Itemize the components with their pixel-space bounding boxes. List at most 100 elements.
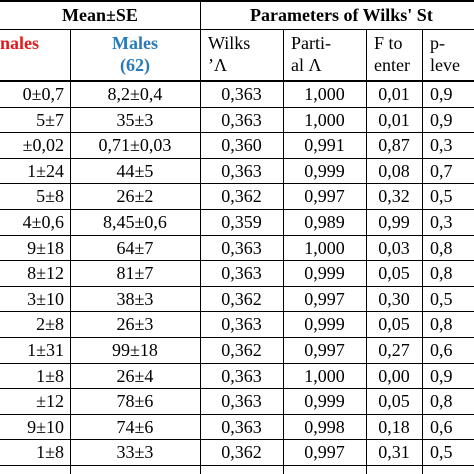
rule (0, 29, 474, 30)
table-cell: 0,362 (221, 288, 262, 309)
table-cell: 0,363 (221, 84, 262, 104)
table-cell: 1±31 (27, 340, 64, 360)
table-cell: 0,363 (221, 416, 262, 437)
rule (0, 107, 474, 108)
table-cell: 4±0,6 (22, 212, 64, 232)
table-cell: 78±6 (116, 391, 154, 412)
table-cell: 0,3 (430, 212, 453, 232)
table-cell: 0,360 (221, 135, 262, 156)
rule (0, 132, 474, 133)
table-cell: 0,5 (430, 288, 453, 309)
table-cell: 0,363 (221, 263, 262, 284)
table-cell: 64±7 (116, 237, 154, 258)
table-cell: 0,363 (221, 160, 262, 181)
table-cell: 5±7 (36, 109, 64, 130)
rule (70, 29, 71, 474)
table-cell: 33±3 (116, 442, 154, 463)
rule (0, 286, 474, 287)
table-cell: ±12 (36, 391, 64, 412)
table-cell: 0,9 (430, 109, 453, 130)
rule (0, 209, 474, 210)
table-cell: 0,01 (378, 84, 410, 104)
table-cell: 81±7 (116, 263, 154, 284)
table-cell: 0,997 (304, 340, 345, 360)
table-cell: 26±2 (116, 186, 154, 207)
table-cell: 0,6 (430, 416, 453, 437)
table-cell: 0,3 (430, 135, 453, 156)
table-cell: 1,000 (304, 109, 345, 130)
table-cell: 0,05 (378, 391, 410, 412)
table-cell: 0,18 (378, 416, 410, 437)
subheader-text: Males (112, 33, 158, 53)
table-cell: 0,999 (304, 160, 345, 181)
table-cell: 0,997 (304, 442, 345, 463)
subheader-text: nales (0, 33, 40, 53)
table-cell: 2±8 (36, 314, 64, 335)
rule (200, 0, 201, 474)
subheader-text: al Λ (291, 55, 322, 75)
table-cell: 0,32 (378, 186, 410, 207)
table-cell: 0,9 (430, 365, 453, 386)
table-cell: ±0,02 (22, 135, 64, 156)
rule (0, 337, 474, 338)
rule (0, 80, 474, 82)
table-cell: 0±0,7 (22, 84, 64, 104)
rule (0, 363, 474, 364)
subheader-text: Wilks (208, 33, 251, 53)
table-cell: 0,6 (430, 340, 453, 360)
header-wilks: Parameters of Wilks' St (250, 5, 433, 25)
header-mean: Mean±SE (62, 5, 138, 25)
table-cell: 9±18 (27, 237, 64, 258)
table-cell: 0,362 (221, 442, 262, 463)
rule (0, 414, 474, 415)
table-cell: 0,997 (304, 186, 345, 207)
rule (0, 183, 474, 184)
rule (366, 29, 367, 474)
table-cell: 44±5 (116, 160, 154, 181)
table-cell: 0,08 (378, 160, 410, 181)
rule (0, 439, 474, 440)
subheader-text: ’Λ (208, 55, 228, 75)
table-cell: 0,01 (378, 109, 410, 130)
table-cell: 0,7 (430, 160, 453, 181)
table-cell: 5±8 (36, 186, 64, 207)
table-cell: 0,99 (378, 212, 410, 232)
subheader-text: F to (374, 33, 403, 53)
table-cell: 0,05 (378, 263, 410, 284)
table-cell: 0,71±0,03 (98, 135, 172, 156)
rule (0, 235, 474, 236)
table-cell: 26±4 (116, 365, 154, 386)
table-cell: 0,363 (221, 109, 262, 130)
table-cell: 99±18 (112, 340, 158, 360)
table-cell: 0,30 (378, 288, 410, 309)
table-cell: 3±10 (27, 288, 64, 309)
table-cell: 0,31 (378, 442, 410, 463)
table-cell: 0,8 (430, 391, 453, 412)
rule (0, 260, 474, 261)
table-cell: 0,8 (430, 314, 453, 335)
table-cell: 0,998 (304, 416, 345, 437)
rule (422, 29, 423, 474)
table-cell: 8,2±0,4 (107, 84, 163, 104)
table-cell: 0,999 (304, 263, 345, 284)
subheader-text: leve (430, 55, 460, 75)
rule (283, 29, 284, 474)
table-cell: 0,87 (378, 135, 410, 156)
table-cell: 0,362 (221, 340, 262, 360)
table-cell: 1±8 (36, 365, 64, 386)
rule (0, 465, 474, 466)
table-cell: 0,363 (221, 314, 262, 335)
table-cell: 0,8 (430, 237, 453, 258)
table-cell: 0,8 (430, 263, 453, 284)
table-cell: 0,991 (304, 135, 345, 156)
table-cell: 0,997 (304, 288, 345, 309)
table-cell: 35±3 (116, 109, 154, 130)
table-cell: 0,999 (304, 314, 345, 335)
rule (0, 158, 474, 159)
table-cell: 0,5 (430, 442, 453, 463)
table-cell: 8,45±0,6 (103, 212, 167, 232)
table-cell: 1,000 (304, 365, 345, 386)
table-cell: 38±3 (116, 288, 154, 309)
table-cell: 0,03 (378, 237, 410, 258)
rule (0, 0, 474, 2)
